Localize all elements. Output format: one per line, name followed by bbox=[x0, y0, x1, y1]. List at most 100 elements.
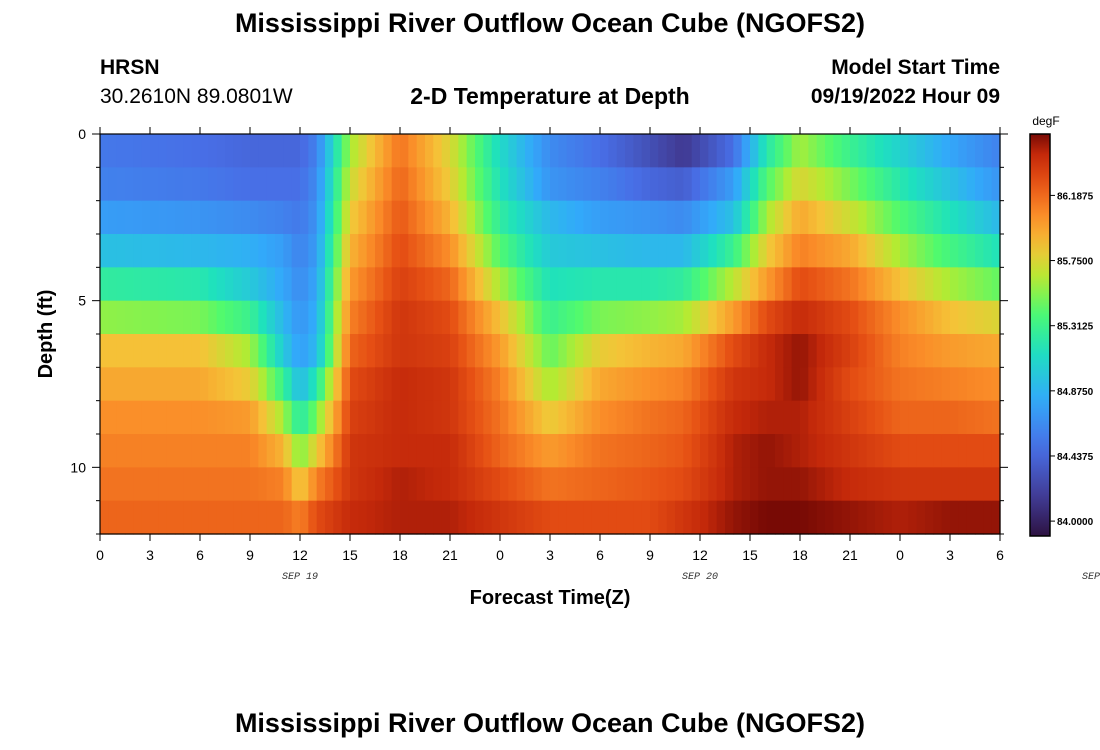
heatmap-cell bbox=[558, 167, 568, 202]
heatmap-cell bbox=[900, 434, 909, 468]
heatmap-cell bbox=[150, 400, 159, 435]
heatmap-cell bbox=[983, 267, 993, 302]
heatmap-cell bbox=[408, 434, 418, 468]
heatmap-cell bbox=[900, 367, 909, 402]
heatmap-cell bbox=[250, 334, 259, 368]
heatmap-cell bbox=[191, 300, 201, 335]
heatmap-cell bbox=[391, 400, 401, 435]
heatmap-cell bbox=[716, 134, 726, 168]
heatmap-cell bbox=[950, 500, 959, 535]
heatmap-cell bbox=[541, 134, 551, 168]
heatmap-cell bbox=[550, 234, 559, 268]
heatmap-cell bbox=[258, 500, 268, 535]
heatmap-cell bbox=[391, 167, 401, 202]
heatmap-cell bbox=[566, 400, 576, 435]
heatmap-cell bbox=[366, 167, 376, 202]
heatmap-cell bbox=[858, 300, 868, 335]
heatmap-cell bbox=[591, 134, 601, 168]
heatmap-cell bbox=[900, 300, 909, 335]
x-tick-label: 21 bbox=[442, 547, 458, 563]
heatmap-cell bbox=[483, 367, 493, 402]
heatmap-cell bbox=[558, 200, 568, 235]
heatmap-cell bbox=[400, 400, 409, 435]
heatmap-cell bbox=[275, 200, 284, 235]
heatmap-cell bbox=[850, 200, 859, 235]
heatmap-cell bbox=[391, 300, 401, 335]
heatmap-cell bbox=[775, 367, 784, 402]
heatmap-cell bbox=[308, 434, 318, 468]
heatmap-cell bbox=[166, 367, 176, 402]
heatmap-cell bbox=[608, 167, 618, 202]
heatmap-cell bbox=[783, 434, 793, 468]
heatmap-cell bbox=[600, 167, 609, 202]
heatmap-cell bbox=[691, 434, 701, 468]
heatmap-cell bbox=[408, 367, 418, 402]
heatmap-cell bbox=[966, 134, 976, 168]
heatmap-cell bbox=[675, 467, 684, 502]
heatmap-cell bbox=[275, 467, 284, 502]
heatmap-cell bbox=[558, 434, 568, 468]
heatmap-cell bbox=[908, 334, 918, 368]
heatmap-cell bbox=[291, 500, 301, 535]
heatmap-cell bbox=[300, 500, 309, 535]
heatmap-cell bbox=[366, 467, 376, 502]
date-label: SEP 20 bbox=[682, 572, 718, 583]
heatmap-cell bbox=[908, 267, 918, 302]
heatmap-cell bbox=[200, 267, 209, 302]
heatmap-cell bbox=[325, 434, 334, 468]
x-axis-title: Forecast Time(Z) bbox=[470, 587, 631, 609]
heatmap-cell bbox=[841, 367, 851, 402]
heatmap-cell bbox=[841, 167, 851, 202]
heatmap-cell bbox=[558, 300, 568, 335]
colorbar-tick-label: 85.7500 bbox=[1057, 257, 1094, 268]
heatmap-cell bbox=[308, 167, 318, 202]
heatmap-cell bbox=[491, 400, 501, 435]
heatmap-cell bbox=[425, 267, 434, 302]
heatmap-cell bbox=[116, 267, 126, 302]
heatmap-cell bbox=[258, 300, 268, 335]
heatmap-cell bbox=[341, 334, 351, 368]
heatmap-cell bbox=[383, 134, 393, 168]
heatmap-cell bbox=[533, 134, 543, 168]
station-name: HRSN bbox=[100, 56, 160, 79]
heatmap-cell bbox=[433, 167, 443, 202]
heatmap-cell bbox=[933, 167, 943, 202]
heatmap-cell bbox=[925, 267, 934, 302]
heatmap-cell bbox=[666, 167, 676, 202]
heatmap-cell bbox=[808, 434, 818, 468]
heatmap-cell bbox=[950, 300, 959, 335]
heatmap-cell bbox=[800, 367, 809, 402]
heatmap-cell bbox=[816, 434, 826, 468]
heatmap-cell bbox=[325, 367, 334, 402]
heatmap-cell bbox=[875, 300, 884, 335]
heatmap-cell bbox=[283, 367, 293, 402]
heatmap-cell bbox=[891, 367, 901, 402]
heatmap-cell bbox=[783, 267, 793, 302]
heatmap-cell bbox=[266, 434, 276, 468]
heatmap-cell bbox=[300, 334, 309, 368]
heatmap-cell bbox=[241, 467, 251, 502]
heatmap-cell bbox=[333, 467, 343, 502]
heatmap-cell bbox=[283, 434, 293, 468]
heatmap-cell bbox=[933, 334, 943, 368]
heatmap-cell bbox=[958, 367, 968, 402]
heatmap-cell bbox=[550, 134, 559, 168]
heatmap-cell bbox=[458, 267, 468, 302]
heatmap-cell bbox=[633, 300, 643, 335]
heatmap-cell bbox=[808, 200, 818, 235]
heatmap-cell bbox=[400, 367, 409, 402]
heatmap-cell bbox=[133, 434, 143, 468]
heatmap-cell bbox=[258, 234, 268, 268]
heatmap-cell bbox=[208, 400, 218, 435]
heatmap-cell bbox=[133, 400, 143, 435]
heatmap-cell bbox=[766, 400, 776, 435]
heatmap-cell bbox=[183, 134, 193, 168]
heatmap-cell bbox=[300, 234, 309, 268]
heatmap-cell bbox=[516, 200, 526, 235]
heatmap-cell bbox=[666, 134, 676, 168]
heatmap-cell bbox=[475, 200, 484, 235]
heatmap-cell bbox=[550, 367, 559, 402]
heatmap-cell bbox=[700, 134, 709, 168]
heatmap-cell bbox=[383, 234, 393, 268]
heatmap-cell bbox=[375, 134, 384, 168]
